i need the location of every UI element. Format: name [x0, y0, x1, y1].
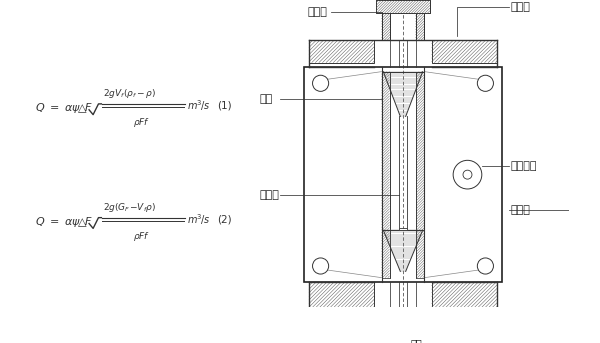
Bar [382, 0, 391, 40]
Circle shape [463, 170, 472, 179]
Text: 显示器: 显示器 [307, 7, 327, 17]
Bar [431, 40, 497, 63]
Text: $\rho Ff$: $\rho Ff$ [133, 230, 151, 243]
Circle shape [453, 160, 482, 189]
Text: 导向管: 导向管 [260, 190, 280, 200]
Text: (2): (2) [217, 214, 232, 224]
Circle shape [313, 75, 329, 91]
Text: $\rho Ff$: $\rho Ff$ [133, 116, 151, 129]
Text: (1): (1) [217, 101, 232, 111]
Bar [416, 309, 424, 325]
Bar [431, 282, 497, 309]
Bar [376, 325, 430, 336]
Bar [398, 228, 407, 230]
Bar [416, 0, 424, 40]
Text: 锥形管: 锥形管 [511, 205, 530, 215]
Bar [309, 40, 374, 63]
Text: $m^3\!/s$: $m^3\!/s$ [187, 98, 211, 113]
Circle shape [313, 258, 329, 274]
Text: $Q\ =\ \alpha\psi\!\!\bigtriangleup\!\!F$: $Q\ =\ \alpha\psi\!\!\bigtriangleup\!\!F… [35, 102, 94, 115]
Text: $m^3\!/s$: $m^3\!/s$ [187, 212, 211, 227]
Text: $2g(G_F\!-\!V_f\rho)$: $2g(G_F\!-\!V_f\rho)$ [103, 201, 156, 214]
Circle shape [478, 258, 493, 274]
Text: 浮子: 浮子 [260, 94, 273, 104]
Text: 子锁: 子锁 [410, 338, 422, 343]
Bar [376, 325, 430, 336]
Bar [382, 72, 389, 277]
Circle shape [478, 75, 493, 91]
Bar [376, 0, 430, 13]
Bar [309, 282, 374, 309]
Bar [382, 309, 391, 325]
Bar [304, 67, 502, 282]
Text: 随动系统: 随动系统 [511, 161, 537, 171]
Text: $2gV_f(\rho_f - \rho)$: $2gV_f(\rho_f - \rho)$ [103, 87, 156, 100]
Bar [416, 72, 424, 277]
Bar [376, 0, 430, 13]
Text: $Q\ =\ \alpha\psi\!\!\bigtriangleup\!\!F$: $Q\ =\ \alpha\psi\!\!\bigtriangleup\!\!F… [35, 215, 94, 229]
Text: 测量管: 测量管 [511, 2, 530, 12]
